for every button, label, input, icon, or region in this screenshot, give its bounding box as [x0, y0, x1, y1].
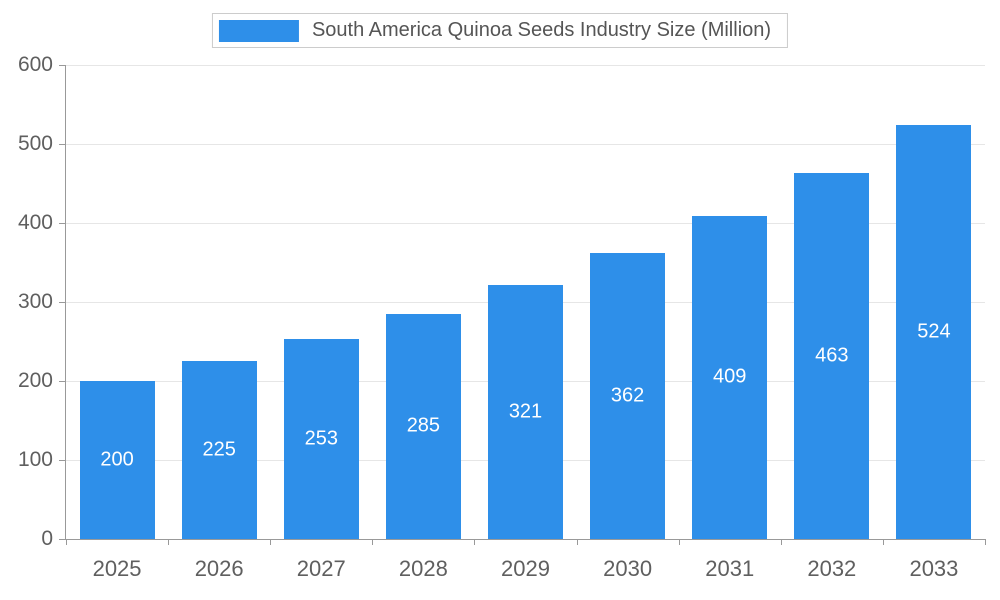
x-axis-tick	[270, 539, 272, 545]
y-axis-tick-label: 200	[17, 369, 53, 392]
y-axis-tick	[59, 460, 66, 461]
bar-value-label: 463	[815, 344, 849, 367]
x-axis-tick-label: 2032	[807, 556, 857, 581]
bar: 253	[283, 339, 359, 539]
y-axis-tick	[59, 381, 66, 382]
bar: 285	[385, 313, 461, 539]
bar-value-label: 524	[917, 320, 951, 343]
bar: 200	[79, 381, 155, 539]
legend-swatch	[218, 19, 299, 42]
x-axis-tick	[882, 539, 884, 545]
bar: 409	[692, 215, 768, 539]
x-axis-tick-label: 2033	[909, 556, 959, 581]
x-axis-tick	[780, 539, 782, 545]
grid-line	[66, 144, 985, 145]
y-axis-tick-label: 100	[17, 448, 53, 471]
x-axis-tick	[168, 539, 170, 545]
y-axis-tick	[59, 65, 66, 66]
bar-value-label: 200	[100, 448, 134, 471]
y-axis-tick	[59, 539, 66, 540]
plot-area: 0 100 200 300 400 500 600 200 2025 225 2026 253 2027…	[18, 53, 986, 581]
bar: 225	[181, 361, 257, 539]
y-axis-tick-label: 600	[17, 53, 53, 76]
y-axis-tick-label: 500	[17, 132, 53, 155]
bar-value-label: 362	[610, 384, 645, 407]
x-axis-tick	[576, 539, 578, 545]
chart-legend[interactable]: South America Quinoa Seeds Industry Size…	[211, 13, 789, 48]
bar-value-label: 253	[304, 427, 338, 450]
grid-line	[66, 223, 985, 224]
grid-line	[66, 65, 985, 66]
x-axis-tick-label: 2028	[398, 556, 448, 581]
x-axis-tick-label: 2026	[194, 556, 244, 581]
x-axis-tick-label: 2029	[501, 556, 550, 581]
x-axis-tick-label: 2027	[296, 556, 346, 581]
bar-value-label: 225	[202, 438, 236, 461]
x-axis-tick-label: 2030	[603, 556, 653, 581]
bar-value-label: 409	[713, 365, 747, 388]
bar: 362	[590, 253, 666, 539]
y-axis-tick	[59, 302, 66, 303]
x-axis-tick	[678, 539, 680, 545]
bar: 463	[794, 173, 870, 539]
y-axis-tick-label: 300	[17, 290, 53, 313]
x-axis-tick-label: 2025	[92, 556, 142, 581]
x-axis-tick	[66, 539, 67, 545]
y-axis-tick-label: 400	[17, 211, 53, 234]
legend-series-label: South America Quinoa Seeds Industry Size…	[311, 19, 772, 41]
x-axis-tick	[474, 539, 476, 545]
x-axis-tick	[372, 539, 374, 545]
y-axis-tick	[59, 223, 66, 224]
x-axis-tick	[985, 539, 986, 545]
x-axis-tick-label: 2031	[705, 556, 755, 581]
bar: 524	[896, 125, 972, 539]
bar: 321	[488, 285, 563, 539]
y-axis-tick-label: 0	[41, 527, 53, 550]
bar-value-label: 285	[406, 414, 441, 437]
y-axis-tick	[59, 144, 66, 145]
bar-value-label: 321	[508, 400, 543, 423]
